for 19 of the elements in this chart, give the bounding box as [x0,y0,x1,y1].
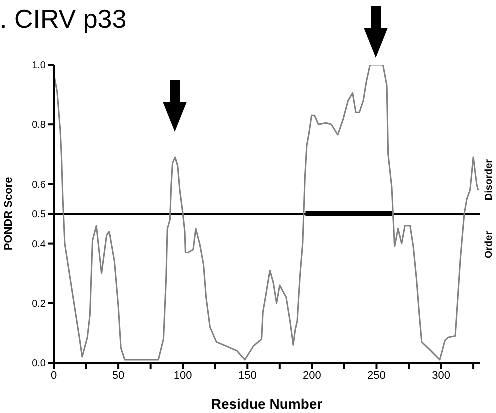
x-tick-label: 50 [112,370,125,382]
x-tick-label: 250 [368,370,386,382]
chart-title: . CIRV p33 [0,4,127,35]
y-tick-label: 0.8 [32,120,46,132]
x-axis-title: Residue Number [211,396,324,412]
y-tick-label: 1.0 [32,60,46,72]
y-axis-title: PONDR Score [2,177,15,251]
x-tick-label: 200 [303,370,322,382]
text: Order [484,231,495,259]
x-tick-label: 300 [432,370,450,382]
text: Disorder [484,159,495,201]
y-tick-label: 0.2 [32,298,46,310]
x-tick-label: 100 [174,370,192,382]
x-tick-label: 0 [50,370,58,382]
y-tick-label: 0.4 [32,239,46,250]
x-tick-label: 150 [238,370,257,382]
y-tick-label: 0.5 [32,210,46,221]
y-tick-label: 0.6 [32,180,46,191]
y-tick-label: 0.0 [32,358,46,370]
